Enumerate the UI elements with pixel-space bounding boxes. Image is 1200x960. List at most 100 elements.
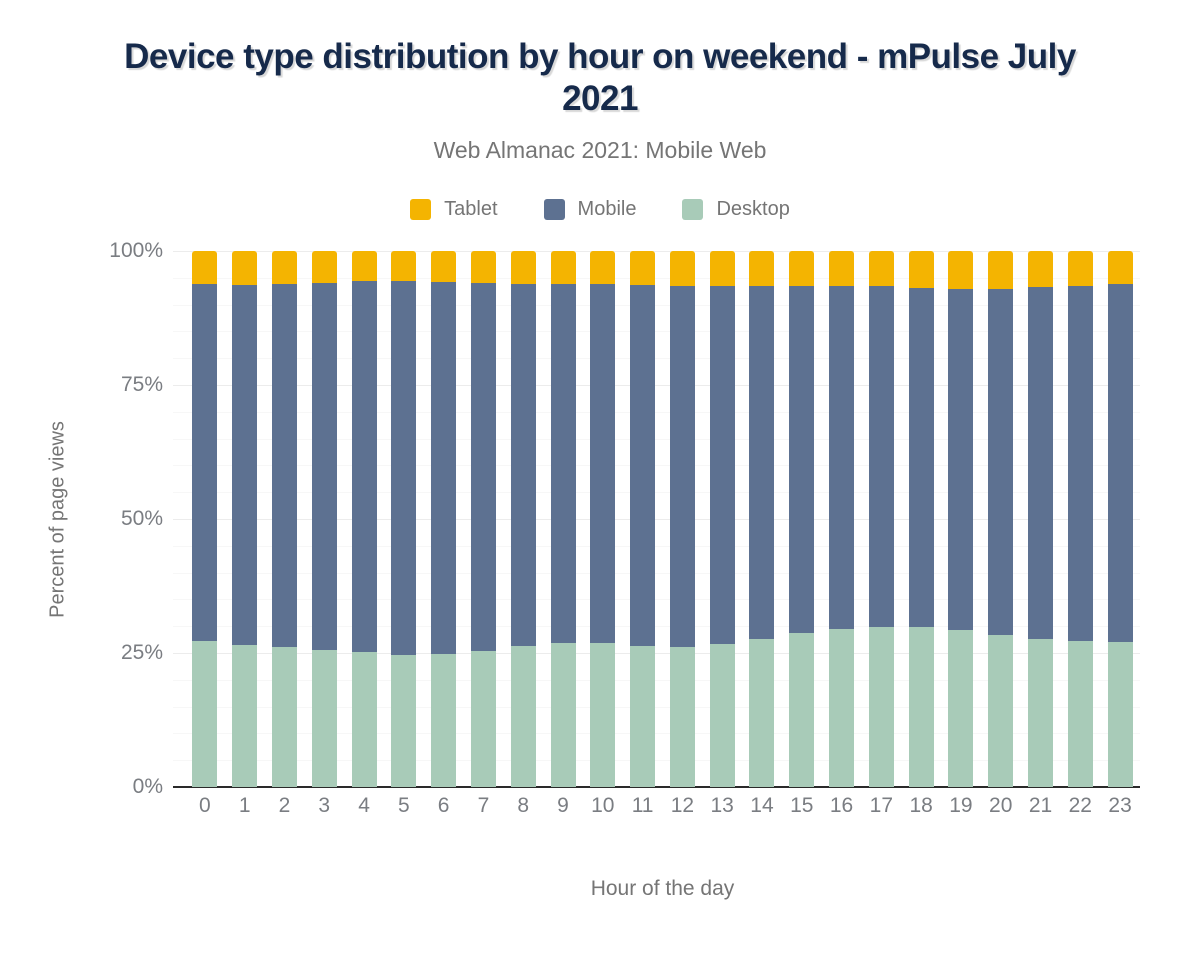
bar-hour-0-segment-tablet[interactable]	[192, 251, 218, 284]
bar-hour-13-segment-mobile[interactable]	[709, 286, 735, 644]
bar-hour-4-segment-mobile[interactable]	[351, 281, 377, 653]
bar-hour-5[interactable]	[391, 251, 417, 787]
bar-hour-19-segment-tablet[interactable]	[948, 251, 974, 289]
bar-hour-1-segment-desktop[interactable]	[232, 644, 258, 787]
bar-hour-13-segment-desktop[interactable]	[709, 643, 735, 787]
bar-hour-9-segment-mobile[interactable]	[550, 283, 576, 643]
bar-hour-10-segment-mobile[interactable]	[590, 284, 616, 643]
bar-hour-1[interactable]	[232, 251, 258, 787]
bar-hour-18[interactable]	[908, 251, 934, 787]
bar-hour-21-segment-desktop[interactable]	[1028, 638, 1054, 787]
bar-hour-23-segment-mobile[interactable]	[1107, 284, 1133, 642]
bar-hour-5-segment-tablet[interactable]	[391, 251, 417, 282]
bar-hour-13-segment-tablet[interactable]	[709, 251, 735, 287]
bar-hour-15[interactable]	[789, 251, 815, 787]
bar-hour-16[interactable]	[829, 251, 855, 787]
bar-hour-22-segment-tablet[interactable]	[1067, 251, 1093, 287]
bar-hour-4[interactable]	[351, 251, 377, 787]
bar-hour-12-segment-mobile[interactable]	[669, 286, 695, 647]
bar-hour-3-segment-mobile[interactable]	[311, 283, 337, 651]
bar-hour-7-segment-mobile[interactable]	[470, 283, 496, 651]
bar-hour-19-segment-desktop[interactable]	[948, 629, 974, 787]
bar-hour-22-segment-mobile[interactable]	[1067, 286, 1093, 642]
bar-hour-20[interactable]	[988, 251, 1014, 787]
bar-hour-15-segment-desktop[interactable]	[789, 632, 815, 787]
bar-hour-23[interactable]	[1107, 251, 1133, 787]
bar-hour-9[interactable]	[550, 251, 576, 787]
legend: Tablet Mobile Desktop	[0, 198, 1200, 221]
bar-hour-21-segment-mobile[interactable]	[1028, 287, 1054, 639]
bar-hour-19-segment-mobile[interactable]	[948, 288, 974, 630]
bar-hour-3-segment-desktop[interactable]	[311, 650, 337, 787]
bar-hour-22[interactable]	[1067, 251, 1093, 787]
x-tick-label-19: 19	[949, 794, 973, 817]
bar-hour-10-segment-desktop[interactable]	[590, 642, 616, 787]
bar-hour-19[interactable]	[948, 251, 974, 787]
bar-hour-1-segment-tablet[interactable]	[232, 251, 258, 285]
bar-hour-17[interactable]	[868, 251, 894, 787]
bar-hour-14-segment-mobile[interactable]	[749, 286, 775, 640]
bar-hour-0[interactable]	[192, 251, 218, 787]
bar-hour-6-segment-desktop[interactable]	[431, 653, 457, 787]
bar-hour-12-segment-tablet[interactable]	[669, 251, 695, 287]
bar-hour-18-segment-tablet[interactable]	[908, 251, 934, 288]
bar-hour-14-segment-tablet[interactable]	[749, 251, 775, 287]
bar-hour-20-segment-mobile[interactable]	[988, 288, 1014, 636]
bar-hour-6[interactable]	[431, 251, 457, 787]
bar-hour-1-segment-mobile[interactable]	[232, 284, 258, 645]
bar-hour-8-segment-mobile[interactable]	[510, 283, 536, 647]
bar-hour-11-segment-tablet[interactable]	[630, 251, 656, 286]
bar-hour-3-segment-tablet[interactable]	[311, 251, 337, 284]
bar-hour-11[interactable]	[630, 251, 656, 787]
bar-hour-7-segment-desktop[interactable]	[470, 650, 496, 787]
bar-hour-4-segment-desktop[interactable]	[351, 652, 377, 787]
bar-hour-0-segment-desktop[interactable]	[192, 640, 218, 787]
bar-hour-21-segment-tablet[interactable]	[1028, 251, 1054, 288]
bar-hour-2[interactable]	[271, 251, 297, 787]
bar-hour-18-segment-desktop[interactable]	[908, 627, 934, 787]
bar-hour-12-segment-desktop[interactable]	[669, 646, 695, 787]
bar-hour-18-segment-mobile[interactable]	[908, 288, 934, 628]
x-tick-label-12: 12	[670, 794, 695, 817]
bar-hour-16-segment-tablet[interactable]	[829, 251, 855, 287]
bar-hour-11-segment-desktop[interactable]	[630, 646, 656, 787]
bar-hour-2-segment-tablet[interactable]	[271, 251, 297, 285]
bar-hour-23-segment-desktop[interactable]	[1107, 641, 1133, 787]
bar-hour-20-segment-tablet[interactable]	[988, 251, 1014, 289]
bar-hour-15-segment-mobile[interactable]	[789, 286, 815, 633]
bar-hour-16-segment-desktop[interactable]	[829, 629, 855, 787]
bar-hour-15-segment-tablet[interactable]	[789, 251, 815, 287]
bar-hour-6-segment-tablet[interactable]	[431, 251, 457, 283]
bar-hour-2-segment-desktop[interactable]	[271, 647, 297, 787]
bar-hour-12[interactable]	[669, 251, 695, 787]
bar-hour-13[interactable]	[709, 251, 735, 787]
bar-hour-2-segment-mobile[interactable]	[271, 284, 297, 648]
bar-hour-17-segment-mobile[interactable]	[868, 286, 894, 627]
bar-hour-20-segment-desktop[interactable]	[988, 635, 1014, 787]
bar-hour-3[interactable]	[311, 251, 337, 787]
bar-hour-8-segment-tablet[interactable]	[510, 251, 536, 284]
bar-hour-9-segment-tablet[interactable]	[550, 251, 576, 284]
bar-hour-14-segment-desktop[interactable]	[749, 639, 775, 787]
bar-hour-7[interactable]	[470, 251, 496, 787]
bar-hour-11-segment-mobile[interactable]	[630, 285, 656, 647]
bar-hour-5-segment-mobile[interactable]	[391, 281, 417, 655]
bar-hour-17-segment-desktop[interactable]	[868, 626, 894, 787]
bar-hour-4-segment-tablet[interactable]	[351, 251, 377, 282]
bar-hour-17-segment-tablet[interactable]	[868, 251, 894, 287]
y-tick-label-0: 0%	[132, 775, 163, 798]
bar-hour-9-segment-desktop[interactable]	[550, 642, 576, 787]
bar-hour-10[interactable]	[590, 251, 616, 787]
bar-hour-23-segment-tablet[interactable]	[1107, 251, 1133, 285]
bar-hour-10-segment-tablet[interactable]	[590, 251, 616, 285]
bar-hour-0-segment-mobile[interactable]	[192, 283, 218, 641]
bar-hour-6-segment-mobile[interactable]	[431, 282, 457, 654]
bar-hour-7-segment-tablet[interactable]	[470, 251, 496, 284]
bar-hour-8[interactable]	[510, 251, 536, 787]
bar-hour-16-segment-mobile[interactable]	[829, 286, 855, 630]
bar-hour-8-segment-desktop[interactable]	[510, 646, 536, 787]
bar-hour-14[interactable]	[749, 251, 775, 787]
bar-hour-5-segment-desktop[interactable]	[391, 654, 417, 787]
bar-hour-21[interactable]	[1028, 251, 1054, 787]
bar-hour-22-segment-desktop[interactable]	[1067, 641, 1093, 787]
